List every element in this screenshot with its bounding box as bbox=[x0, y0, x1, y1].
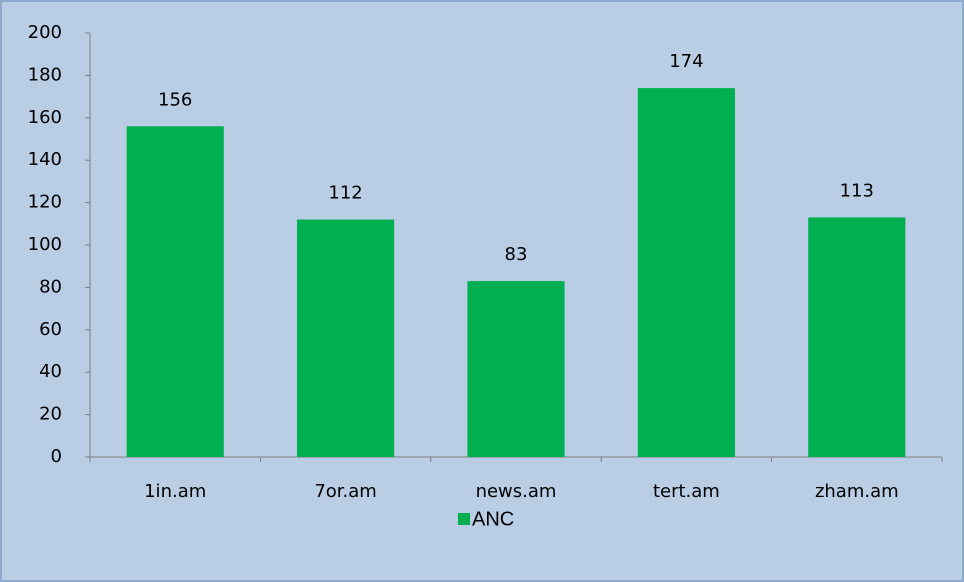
data-label: 83 bbox=[505, 244, 528, 265]
bar bbox=[808, 217, 906, 457]
bar bbox=[297, 219, 395, 457]
y-tick-label: 60 bbox=[39, 319, 62, 340]
data-label: 174 bbox=[669, 51, 703, 72]
x-tick-label: 1in.am bbox=[144, 481, 206, 502]
bar bbox=[637, 88, 735, 458]
bar bbox=[126, 126, 224, 457]
y-tick-label: 40 bbox=[39, 361, 62, 382]
y-tick-label: 160 bbox=[28, 107, 62, 128]
legend-label: ANC bbox=[472, 508, 514, 530]
y-tick-label: 120 bbox=[28, 192, 62, 213]
data-label: 156 bbox=[158, 89, 192, 110]
y-tick-label: 20 bbox=[39, 404, 62, 425]
data-label: 113 bbox=[840, 180, 874, 201]
y-tick-label: 100 bbox=[28, 234, 62, 255]
y-tick-label: 180 bbox=[28, 64, 62, 85]
x-tick-label: 7or.am bbox=[314, 481, 377, 502]
y-tick-label: 140 bbox=[28, 149, 62, 170]
data-label: 112 bbox=[328, 183, 362, 204]
x-tick-label: tert.am bbox=[653, 481, 720, 502]
y-tick-label: 200 bbox=[28, 22, 62, 43]
legend-swatch bbox=[458, 513, 470, 525]
y-tick-label: 0 bbox=[51, 446, 62, 467]
y-tick-label: 80 bbox=[39, 276, 62, 297]
x-tick-label: news.am bbox=[476, 481, 557, 502]
bar bbox=[467, 281, 565, 457]
x-tick-label: zham.am bbox=[815, 481, 899, 502]
